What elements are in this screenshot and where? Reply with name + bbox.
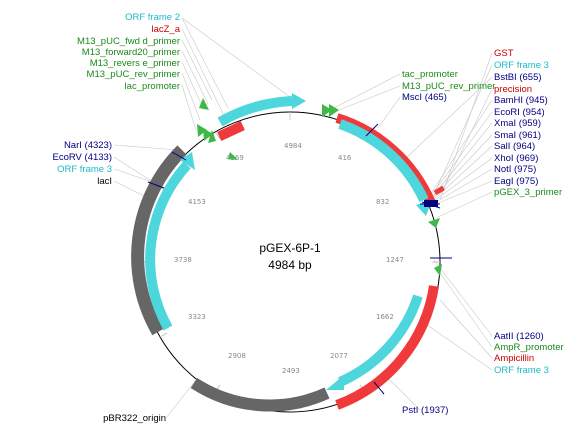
mcs-site-cluster: [424, 200, 438, 207]
tick-label: 2077: [330, 352, 348, 360]
tick-label: 1662: [376, 313, 394, 321]
primer-arrows: [197, 98, 442, 276]
label-nari-site: NarI (4323): [64, 140, 112, 151]
m13-primer-arrow-1: [197, 124, 207, 137]
labels-right-bottom: AatII (1260) AmpR_promoter Ampicillin OR…: [494, 331, 564, 376]
label-sali-site: SalI (964): [494, 141, 535, 152]
label-m13-forward20-primer: M13_forward20_primer: [82, 47, 180, 58]
lac-promoter-arrow: [199, 98, 209, 110]
ampicillin-feature-arc: [335, 285, 439, 410]
label-lacz-a: lacZ_a: [151, 24, 180, 35]
orf-frame-3-amp-arrow: [337, 294, 423, 387]
pbr322-origin-arc: [190, 377, 330, 412]
label-lac-promoter: lac_promoter: [125, 81, 180, 92]
label-leader-lines: [113, 17, 493, 419]
tick-label: 1247: [386, 256, 404, 264]
tick-label: 2493: [282, 367, 300, 375]
label-ecori-site: EcoRI (954): [494, 107, 545, 118]
tick-label: 4153: [188, 198, 206, 206]
label-m13-puc-rev-primer-2: M13_pUC_rev_primer: [402, 81, 495, 92]
label-smai-site: SmaI (961): [494, 130, 541, 141]
tick-label: 3323: [188, 313, 206, 321]
label-bamhi-site: BamHI (945): [494, 95, 548, 106]
tick-label: 3738: [174, 256, 192, 264]
label-psti-site: PstI (1937): [402, 405, 448, 416]
orf-frame-3-left-arrow: [145, 161, 191, 331]
plasmid-name: pGEX-6P-1: [259, 241, 321, 255]
m13-primer-arrow-2: [203, 128, 213, 141]
orf-frame-2-arrowhead: [292, 93, 306, 109]
tick-label: 2908: [228, 352, 246, 360]
label-eagi-site: EagI (975): [494, 176, 538, 187]
label-ecorv-site: EcoRV (4133): [53, 152, 113, 163]
red-features: [217, 113, 445, 410]
gray-features: [131, 145, 330, 412]
label-pbr322-origin: pBR322_origin: [103, 413, 166, 424]
labels-left-middle: NarI (4323) EcoRV (4133) ORF frame 3 lac…: [53, 140, 113, 187]
label-xhoi-site: XhoI (969): [494, 153, 538, 164]
tick-label: 416: [338, 154, 352, 162]
labels-right-top: GST ORF frame 3 BstBI (655) precision Ba…: [494, 48, 562, 198]
label-orf-frame-2: ORF frame 2: [125, 12, 180, 23]
orf-frame-3-gst-arrow: [338, 119, 429, 203]
label-orf-frame-3-top: ORF frame 3: [494, 60, 549, 71]
tick-label: 4984: [284, 142, 302, 150]
tick-label: 832: [376, 198, 389, 206]
label-pgex-3-primer: pGEX_3_primer: [494, 187, 562, 198]
lacz-alpha-feature: [217, 120, 245, 142]
label-orf-frame-3-bottom: ORF frame 3: [494, 365, 549, 376]
orf-frame-3-left-arrowhead: [180, 152, 195, 170]
label-m13-reverse-primer: M13_revers e_primer: [90, 58, 180, 69]
label-xmai-site: XmaI (959): [494, 118, 541, 129]
tac-promoter-arrow-1: [322, 104, 332, 117]
m13-primer-arrow-3: [208, 130, 216, 143]
tac-promoter-arrow-2: [329, 104, 339, 117]
ampr-promoter-arrow: [434, 264, 442, 276]
labels-top-middle: tac_promoter M13_pUC_rev_primer MscI (46…: [402, 69, 495, 103]
label-ampr-promoter: AmpR_promoter: [494, 342, 564, 353]
label-bstbi-site: BstBI (655): [494, 72, 542, 83]
plasmid-size: 4984 bp: [268, 258, 312, 272]
label-aatii-site: AatII (1260): [494, 331, 544, 342]
label-orf-frame-3-left: ORF frame 3: [57, 164, 112, 175]
label-m13-puc-fwd-primer: M13_pUC_fwd d_primer: [77, 36, 180, 47]
precision-feature: [433, 185, 445, 196]
label-m13-puc-rev-primer: M13_pUC_rev_primer: [87, 69, 180, 80]
orf-frame-3-amp-arrowhead: [326, 375, 344, 390]
label-gst: GST: [494, 48, 514, 59]
m13-primer-arrow-4: [228, 152, 238, 160]
labels-bottom: PstI (1937) pBR322_origin: [103, 405, 448, 424]
label-tac-promoter: tac_promoter: [402, 69, 458, 80]
label-precision: precision: [494, 84, 532, 95]
label-laci: lacI: [97, 176, 112, 187]
label-msci-site: MscI (465): [402, 92, 447, 103]
orf-frame-2-arrow: [217, 96, 293, 127]
label-noti-site: NotI (975): [494, 164, 536, 175]
laci-feature-arc: [131, 145, 187, 336]
pgex-3-primer-arrow: [428, 218, 440, 228]
orf-arrows: [145, 96, 429, 387]
label-ampicillin: Ampicillin: [494, 353, 534, 364]
labels-top-left: ORF frame 2 lacZ_a M13_pUC_fwd d_primer …: [77, 12, 181, 92]
